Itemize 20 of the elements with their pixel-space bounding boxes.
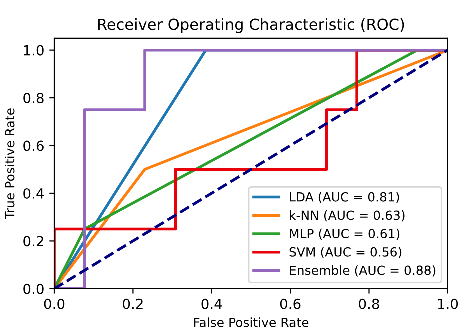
x-tick-label: 1.0 xyxy=(438,298,458,310)
legend-label: LDA (AUC = 0.81) xyxy=(290,192,400,204)
chart-title: Receiver Operating Characteristic (ROC) xyxy=(98,18,404,34)
y-tick-label: 0.2 xyxy=(24,236,44,247)
y-axis-title: True Positive Rate xyxy=(5,108,15,220)
x-tick-label: 0.2 xyxy=(123,298,143,310)
x-tick-label: 0.8 xyxy=(359,298,380,310)
x-axis-title: False Positive Rate xyxy=(194,318,309,328)
legend-label: MLP (AUC = 0.61) xyxy=(290,228,400,240)
legend-label: Ensemble (AUC = 0.88) xyxy=(290,266,436,277)
x-tick-label: 0.6 xyxy=(280,298,301,310)
legend-label: k-NN (AUC = 0.63) xyxy=(290,210,405,222)
y-tick-label: 0.8 xyxy=(24,93,44,104)
legend-label: SVM (AUC = 0.56) xyxy=(290,247,402,258)
x-tick-label: 0.4 xyxy=(202,298,222,310)
y-tick-label: 1.0 xyxy=(24,45,44,56)
y-tick-label: 0.4 xyxy=(24,188,44,199)
y-tick-label: 0.0 xyxy=(24,284,44,294)
y-tick-label: 0.6 xyxy=(24,140,44,152)
x-tick-label: 0.0 xyxy=(44,298,65,310)
